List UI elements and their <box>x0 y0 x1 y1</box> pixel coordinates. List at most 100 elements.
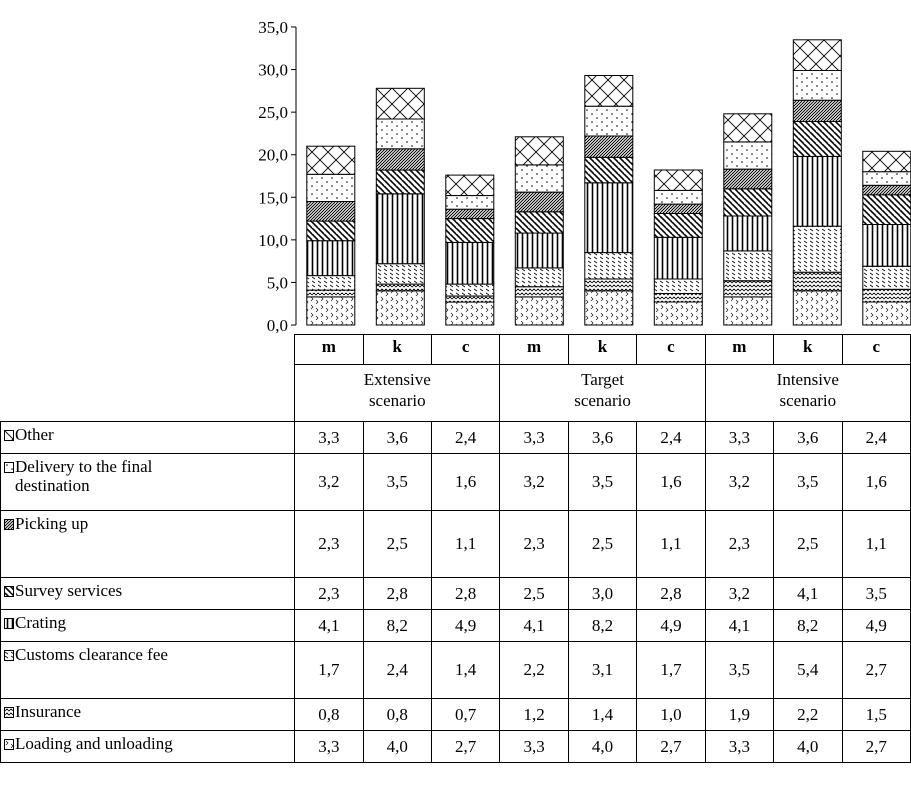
category-label: c <box>841 334 911 365</box>
bar-segment-picking-up <box>653 203 703 215</box>
value-cell: 4,0 <box>773 730 843 763</box>
bar-segment-loading-and-unloading <box>584 290 634 326</box>
value-cell: 4,1 <box>704 609 775 642</box>
bar-segment-insurance <box>862 288 911 303</box>
series-name: Survey services <box>15 581 123 600</box>
bar-segment-delivery-to-the-final-destination <box>375 118 425 150</box>
value-cell: 3,3 <box>704 421 775 454</box>
series-label: Crating <box>0 609 296 642</box>
value-cell: 3,3 <box>294 730 364 763</box>
bar-segment-other <box>792 39 842 71</box>
bar-segment-survey-services <box>723 188 773 217</box>
value-cell: 1,1 <box>636 510 706 578</box>
value-cell: 1,6 <box>430 453 501 511</box>
bar-segment-loading-and-unloading <box>375 290 425 326</box>
y-tick-label: 35,0 <box>258 18 288 37</box>
bar-segment-picking-up <box>514 191 564 213</box>
legend-swatch <box>4 462 14 473</box>
bar-segment-other <box>862 150 911 173</box>
bar-segment-delivery-to-the-final-destination <box>445 195 495 210</box>
bar-segment-crating <box>862 224 911 267</box>
value-cell: 2,4 <box>362 641 432 699</box>
bar-segment-insurance <box>514 286 564 298</box>
category-label: k <box>773 334 843 365</box>
value-cell: 2,5 <box>567 510 638 578</box>
scenario-label-line1: Intensive <box>776 370 839 389</box>
series-name: Picking up <box>15 514 89 533</box>
legend-swatch-pattern <box>5 587 13 596</box>
bar-segment-delivery-to-the-final-destination <box>306 173 356 203</box>
bar-segment-picking-up <box>306 201 356 222</box>
value-cell: 4,1 <box>294 609 364 642</box>
bar-segment-other <box>375 87 425 120</box>
value-cell: 3,5 <box>841 577 911 610</box>
bar-segment-delivery-to-the-final-destination <box>514 164 564 193</box>
value-cell: 1,5 <box>841 698 911 731</box>
value-cell: 1,7 <box>636 641 706 699</box>
stacked-bar-chart: 0,0 5,0 10,0 15,0 20,0 25,0 30,0 35,0 <box>258 18 911 334</box>
value-cell: 3,1 <box>567 641 638 699</box>
scenario-label-line2: scenario <box>574 391 631 410</box>
value-cell: 3,5 <box>704 641 775 699</box>
value-cell: 1,0 <box>636 698 706 731</box>
bar-segment-other <box>723 113 773 143</box>
y-tick-label: 15,0 <box>258 188 288 207</box>
y-tick-label: 30,0 <box>258 61 288 80</box>
scenario-label-line1: Target <box>581 370 624 389</box>
category-label: m <box>704 334 775 365</box>
bar-stack-9 <box>862 150 911 326</box>
value-cell: 5,4 <box>773 641 843 699</box>
bar-segment-customs-clearance-fee <box>306 275 356 291</box>
value-cell: 8,2 <box>567 609 638 642</box>
bar-segment-other <box>306 145 356 175</box>
value-cell: 2,5 <box>362 510 432 578</box>
category-label: k <box>362 334 432 365</box>
value-cell: 8,2 <box>773 609 843 642</box>
category-label: k <box>567 334 638 365</box>
scenario-label-line1: Extensive <box>363 370 431 389</box>
value-cell: 4,1 <box>773 577 843 610</box>
empty-cell <box>1 335 295 365</box>
bar-segment-other <box>653 169 703 191</box>
series-label: Customs clearance fee <box>0 641 296 699</box>
series-name: Loading and unloading <box>15 734 173 753</box>
value-cell: 4,1 <box>499 609 569 642</box>
value-cell: 2,3 <box>704 510 775 578</box>
legend-swatch-pattern <box>5 520 13 529</box>
bar-segment-survey-services <box>653 213 703 238</box>
bar-segment-insurance <box>584 278 634 292</box>
category-label: c <box>430 334 501 365</box>
bar-segment-crating <box>306 240 356 277</box>
value-cell: 4,9 <box>430 609 501 642</box>
y-tick-label: 20,0 <box>258 146 288 165</box>
bar-segment-picking-up <box>862 184 911 196</box>
value-cell: 4,0 <box>362 730 432 763</box>
bar-stack-1 <box>306 145 356 326</box>
value-cell: 1,9 <box>704 698 775 731</box>
value-cell: 2,3 <box>499 510 569 578</box>
bar-segment-other <box>514 136 564 166</box>
value-cell: 2,7 <box>430 730 501 763</box>
category-label: c <box>636 334 706 365</box>
value-cell: 0,7 <box>430 698 501 731</box>
bar-stack-6 <box>653 169 703 326</box>
bar-segment-delivery-to-the-final-destination <box>653 190 703 205</box>
bar-segment-loading-and-unloading <box>514 296 564 326</box>
bar-segment-customs-clearance-fee <box>514 267 564 288</box>
scenario-label: Target scenario <box>499 364 706 422</box>
bar-segment-other <box>584 75 634 107</box>
bar-segment-survey-services <box>306 220 356 242</box>
series-row-loading-and-unloading: Loading and unloading 3,3 4,0 2,7 3,3 4,0 2,7 3… <box>0 730 911 763</box>
bar-segment-customs-clearance-fee <box>792 225 842 273</box>
bar-segment-customs-clearance-fee <box>723 250 773 282</box>
value-cell: 1,2 <box>499 698 569 731</box>
value-cell: 2,7 <box>841 730 911 763</box>
value-cell: 2,2 <box>499 641 569 699</box>
bar-segment-survey-services <box>445 218 495 243</box>
value-cell: 3,3 <box>499 421 569 454</box>
value-cell: 1,4 <box>430 641 501 699</box>
series-row-other: Other 3,3 3,6 2,4 3,3 3,6 2,4 3,3 3,6 2,4 <box>0 421 911 454</box>
category-label: m <box>499 334 569 365</box>
empty-cell <box>1 365 295 422</box>
